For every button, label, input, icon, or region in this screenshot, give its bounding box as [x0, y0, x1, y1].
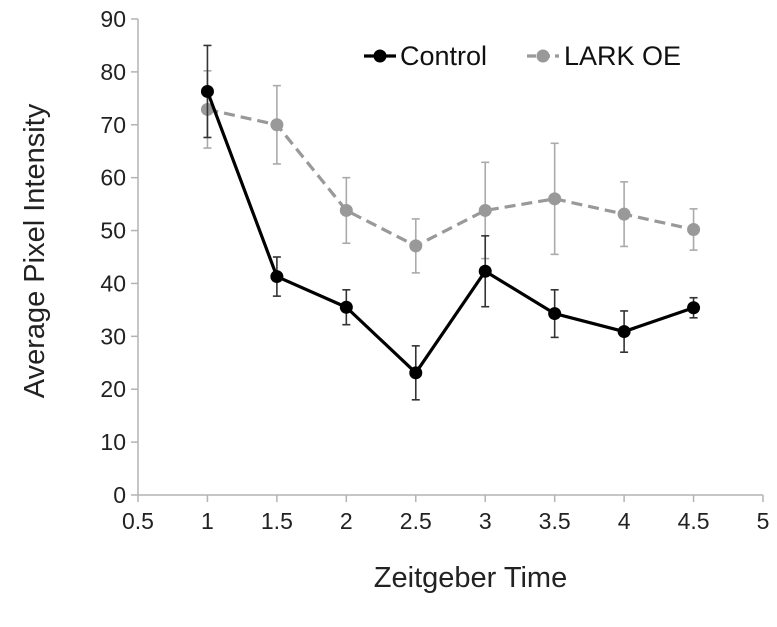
y-tick-label: 0 — [113, 482, 126, 508]
data-point — [200, 84, 214, 98]
series-control — [200, 44, 701, 401]
x-tick-label: 3 — [479, 508, 492, 534]
data-point — [478, 264, 492, 278]
data-point — [339, 300, 353, 314]
x-tick-label: 4.5 — [678, 508, 710, 534]
y-tick-label: 50 — [100, 218, 126, 244]
y-axis-title: Average Pixel Intensity — [19, 103, 51, 398]
legend-label: LARK OE — [564, 41, 681, 71]
data-point — [270, 270, 284, 284]
series-lark-oe — [200, 70, 701, 274]
y-tick-label: 10 — [100, 429, 126, 455]
series-layer — [200, 44, 701, 401]
y-tick-label: 80 — [100, 59, 126, 85]
x-tick-label: 2 — [340, 508, 353, 534]
data-point — [617, 325, 631, 339]
data-point — [548, 307, 562, 321]
data-point — [339, 203, 353, 217]
y-tick-label: 90 — [100, 6, 126, 32]
x-tick-label: 4 — [618, 508, 631, 534]
data-point — [478, 203, 492, 217]
legend-label: Control — [400, 41, 487, 71]
x-tick-label: 0.5 — [122, 508, 154, 534]
x-axis-title: Zeitgeber Time — [374, 562, 567, 594]
x-tick-label: 1.5 — [261, 508, 293, 534]
x-tick-label: 2.5 — [400, 508, 432, 534]
series-line — [207, 107, 694, 248]
data-point — [548, 192, 562, 206]
y-tick-label: 60 — [100, 165, 126, 191]
y-tick-label: 20 — [100, 376, 126, 402]
series-line — [205, 90, 695, 375]
x-tick-label: 5 — [757, 508, 770, 534]
x-tick-label: 1 — [201, 508, 214, 534]
legend-marker — [536, 49, 550, 63]
y-axis-ticks: 0 10 20 30 40 50 60 70 80 90 — [100, 6, 138, 508]
y-tick-label: 30 — [100, 323, 126, 349]
data-point — [617, 207, 631, 221]
legend: Control LARK OE — [364, 41, 681, 71]
x-tick-label: 3.5 — [539, 508, 571, 534]
data-point — [409, 366, 423, 380]
y-tick-label: 40 — [100, 270, 126, 296]
data-point — [409, 239, 423, 253]
data-point — [687, 222, 701, 236]
y-tick-label: 70 — [100, 112, 126, 138]
data-point — [270, 118, 284, 132]
legend-marker — [373, 49, 387, 63]
x-axis-ticks: 0.5 1 1.5 2 2.5 3 3.5 4 4.5 5 — [122, 495, 769, 534]
data-point — [687, 301, 701, 315]
